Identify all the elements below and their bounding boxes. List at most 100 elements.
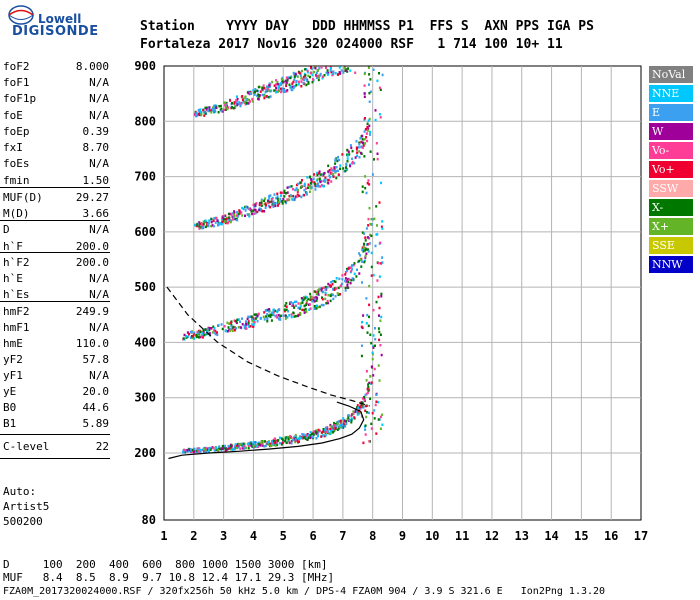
echo-point [324,434,327,437]
echo-point [279,436,281,440]
echo-point [314,182,317,186]
echo-point [361,146,364,149]
y-tick-label: 600 [134,225,156,239]
x-tick-label: 11 [455,529,469,543]
echo-point [240,211,243,214]
x-tick-label: 2 [190,529,197,543]
echo-point [364,393,367,397]
echo-point [345,166,347,169]
echo-point [336,169,339,173]
echo-point [364,428,367,431]
echo-point [183,333,186,337]
echo-point [365,248,368,251]
echo-point [191,336,194,340]
echo-point [378,72,380,75]
echo-point [304,68,307,71]
echo-point [236,444,238,448]
echo-point [380,295,383,298]
echo-point [318,288,321,291]
echo-point [251,97,254,101]
echo-point [188,448,191,451]
echo-point [317,185,320,188]
echo-point [368,303,371,307]
echo-point [371,173,374,176]
echo-point [330,70,333,74]
echo-point [252,444,255,448]
param-value: 29.27 [75,191,109,204]
echo-point [332,297,335,301]
param-value: 110.0 [75,337,109,350]
echo-point [302,82,305,85]
echo-point [376,79,379,83]
echo-point [296,75,299,78]
echo-point [236,95,238,98]
echo-point [251,320,254,323]
echo-point [307,183,310,186]
echo-point [196,223,199,226]
echo-point [350,265,353,268]
echo-point [266,316,269,320]
echo-point [248,325,251,328]
echo-point [323,171,326,175]
echo-point [245,99,248,102]
echo-point [304,295,307,299]
echo-point [344,271,347,274]
echo-point [293,85,296,88]
echo-point [358,141,361,144]
echo-point [193,331,196,334]
echo-point [241,95,244,98]
echo-point [315,292,318,296]
echo-point [303,311,306,314]
echo-point [345,164,348,167]
echo-point [253,93,256,96]
echo-point [310,435,313,438]
echo-point [204,225,207,229]
echo-point [356,410,359,413]
echo-point [309,175,311,179]
echo-point [265,88,268,92]
param-h-e: h`E N/A [3,272,109,286]
echo-point [349,266,352,270]
echo-point [289,435,292,438]
echo-point [231,328,234,331]
param-divider [0,458,110,459]
echo-point [306,433,309,436]
echo-point [380,315,383,319]
echo-point [267,314,270,317]
echo-point [251,323,254,326]
echo-point [270,200,273,203]
echo-point [315,74,318,77]
echo-point [377,364,380,367]
parameter-panel: foF2 8.000 foF1 N/A foF1p N/A foE N/A foEp 0.39 fx… [0,0,112,540]
echo-point [293,435,296,439]
echo-point [372,334,375,337]
echo-point [280,83,283,86]
echo-point [276,440,279,444]
echo-point [204,328,207,331]
echo-point [202,226,205,229]
lowell-digisonde-logo: Lowell DIGISONDE [0,0,130,45]
echo-point [244,446,247,450]
echo-point [201,332,204,335]
echo-point [277,204,279,207]
echo-point [241,323,244,326]
echo-point [269,313,272,317]
echo-point [270,311,273,314]
echo-point [367,324,370,328]
echo-point [293,78,296,81]
echo-point [324,180,326,183]
param-fof1: foF1 N/A [3,76,109,90]
echo-point [283,90,286,93]
echo-point [307,297,310,301]
echo-point [371,351,374,354]
x-tick-label: 17 [634,529,648,543]
echo-point [350,421,353,424]
param-hmf1: hmF1 N/A [3,321,109,335]
param-label: foE [3,109,23,122]
echo-point [266,85,269,88]
echo-point [203,333,206,337]
echo-point [193,450,195,453]
echo-point [297,80,300,84]
echo-point [233,215,236,218]
echo-point [374,327,376,330]
